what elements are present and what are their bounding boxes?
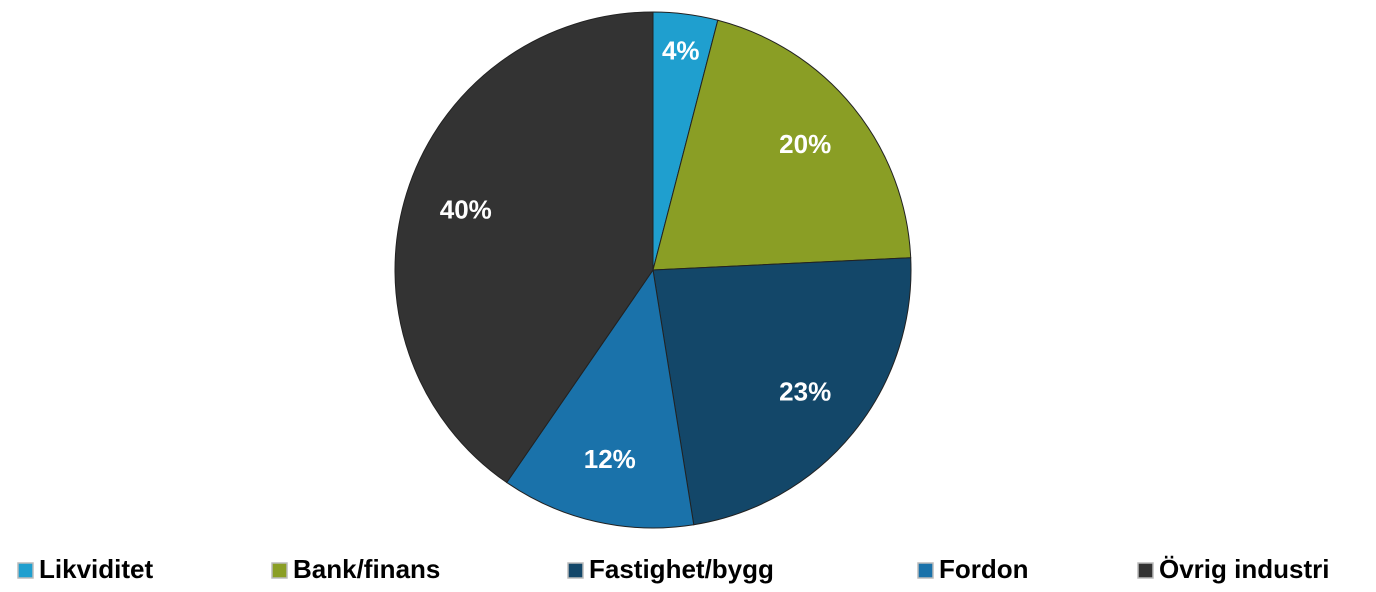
legend-swatch (271, 562, 288, 579)
pie-slice (394, 11, 654, 484)
data-label: 20% (779, 129, 831, 159)
legend-swatch (1137, 562, 1154, 579)
pie-slice (506, 268, 695, 529)
legend-label: Bank/finans (293, 554, 440, 584)
legend-label: Övrig industri (1159, 554, 1329, 584)
legend-swatch (17, 562, 34, 579)
data-label: 12% (584, 444, 636, 474)
legend-swatch (917, 562, 934, 579)
data-label: 23% (779, 377, 831, 407)
legend-label: Likviditet (39, 554, 153, 584)
data-label: 40% (440, 195, 492, 225)
legend-label: Fordon (939, 554, 1029, 584)
data-label: 4% (662, 35, 700, 65)
legend-label: Fastighet/bygg (589, 554, 774, 584)
pie-slice (652, 257, 912, 526)
legend-swatch (567, 562, 584, 579)
pie-slice (652, 19, 912, 271)
